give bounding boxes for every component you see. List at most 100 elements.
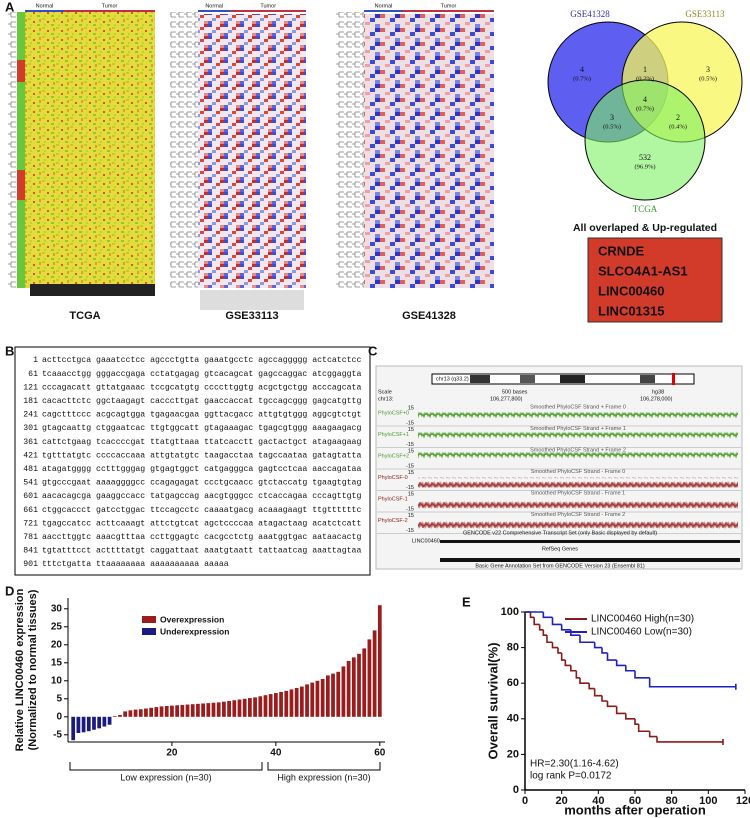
genome-browser bbox=[375, 365, 743, 570]
row-annotation bbox=[17, 170, 25, 200]
x-tick-label: 80 bbox=[666, 795, 678, 807]
km-step bbox=[542, 612, 553, 619]
sequence-line: tcaaacctgg gggaccgaga cctatgagag gtcacag… bbox=[42, 370, 361, 379]
ideogram-marker bbox=[672, 373, 675, 385]
km-step bbox=[551, 642, 558, 649]
bar bbox=[279, 691, 283, 717]
bracket bbox=[267, 762, 381, 771]
km-step bbox=[579, 635, 595, 644]
x-tick-label: 0 bbox=[522, 795, 528, 807]
y-tick-label: 0 bbox=[56, 711, 62, 722]
x-tick-label: 100 bbox=[699, 795, 717, 807]
bar bbox=[92, 716, 96, 730]
bar bbox=[351, 657, 356, 717]
km-step bbox=[564, 660, 571, 667]
bar bbox=[144, 708, 148, 717]
bar bbox=[289, 689, 294, 717]
track-max: 15 bbox=[408, 491, 414, 497]
sequence-start: 601 bbox=[23, 492, 38, 501]
panel-letter: E bbox=[462, 594, 471, 609]
km-step bbox=[625, 665, 635, 672]
column-labels bbox=[200, 290, 304, 310]
y-tick-label: 20 bbox=[51, 639, 63, 650]
track-max: 15 bbox=[408, 470, 414, 476]
basic-title: Basic Gene Annotation Set from GENCODE V… bbox=[475, 563, 645, 569]
km-step bbox=[542, 629, 547, 636]
venn-set-label: GSE41328 bbox=[570, 9, 610, 19]
km-step bbox=[579, 677, 590, 684]
y-tick-label: 10 bbox=[51, 675, 63, 686]
track-min: -15 bbox=[406, 463, 414, 469]
bar bbox=[206, 703, 211, 717]
venn-count: 532 bbox=[639, 153, 651, 162]
track-min: -15 bbox=[406, 485, 414, 491]
bar bbox=[159, 706, 164, 717]
bar bbox=[133, 709, 138, 717]
dendrogram bbox=[170, 12, 198, 288]
track-max: 15 bbox=[408, 427, 414, 433]
km-step bbox=[601, 647, 608, 654]
sequence-line: gtagcaattg ctggaatcac ttgtggcatt gtagaaa… bbox=[42, 424, 361, 433]
browser-pos: 106,278,000| bbox=[640, 396, 672, 402]
group-label: Tumor bbox=[441, 3, 457, 9]
bar bbox=[164, 706, 169, 717]
x-tick-label: 20 bbox=[166, 748, 178, 759]
group-label: Normal bbox=[375, 3, 393, 9]
browser-assembly: hg38 bbox=[652, 389, 664, 395]
sequence-line: aaccttggtc aaacgtttaa ccttggagtc cacgcct… bbox=[42, 533, 361, 542]
track-max: 15 bbox=[408, 513, 414, 519]
browser-frame bbox=[375, 365, 743, 570]
sequence-start: 421 bbox=[23, 451, 38, 460]
bar bbox=[196, 703, 200, 717]
venn-percent: (0.5%) bbox=[699, 75, 717, 82]
y-axis-label: Overall survival(%) bbox=[485, 642, 500, 759]
y-tick-label: 0 bbox=[513, 784, 519, 796]
track-signal bbox=[418, 477, 738, 488]
bar bbox=[258, 696, 263, 717]
km-step bbox=[533, 617, 540, 626]
km-step bbox=[538, 624, 544, 631]
sequence-line: cacacttctc ggctaagagt cacccttgat gaaccac… bbox=[42, 397, 361, 406]
km-step bbox=[606, 701, 617, 708]
panel-letter: D bbox=[5, 583, 14, 598]
dendrogram bbox=[336, 12, 364, 288]
sequence-start: 901 bbox=[23, 560, 38, 569]
bar bbox=[377, 605, 382, 717]
bar bbox=[310, 682, 315, 717]
track-max: 15 bbox=[408, 448, 414, 454]
gene-name: SLCO4A1-AS1 bbox=[598, 263, 688, 278]
sequence-line: acttcctgca gaaatcctcc agccctgtta gaaatgc… bbox=[42, 356, 361, 365]
sequence-line: tgtttatgtc ccccaccaaa attgtatgtc taagacc… bbox=[42, 451, 361, 460]
sequence-start: 481 bbox=[23, 465, 38, 474]
ideogram-band bbox=[560, 375, 585, 383]
bar bbox=[138, 709, 143, 717]
km-step bbox=[634, 670, 650, 679]
column-labels bbox=[30, 284, 155, 296]
km-step bbox=[606, 652, 617, 661]
row-annotation bbox=[17, 60, 25, 82]
x-tick-label: 40 bbox=[592, 795, 604, 807]
venn-percent: (0.2%) bbox=[636, 75, 654, 82]
track-name: PhyloCSF-2 bbox=[378, 518, 408, 524]
track-name: PhyloCSF+1 bbox=[378, 432, 409, 438]
y-tick-label: 40 bbox=[507, 713, 519, 725]
gene-name: LINC00460 bbox=[598, 283, 664, 298]
bar bbox=[341, 666, 346, 717]
venn-percent: (0.5%) bbox=[603, 123, 621, 130]
bar bbox=[201, 703, 205, 717]
annotation: HR=2.30(1.16-4.62) bbox=[530, 759, 619, 770]
y-tick-label: 25 bbox=[51, 621, 63, 632]
dendrogram bbox=[8, 12, 16, 288]
legend-label: Underexpression bbox=[160, 626, 229, 636]
km-step bbox=[560, 652, 566, 661]
group-label: Tumor bbox=[102, 3, 118, 9]
bar bbox=[248, 698, 252, 717]
km-step bbox=[615, 660, 626, 667]
sequence-line: cccagacatt gttatgaaac tccgcatgtg ccccttg… bbox=[42, 383, 361, 392]
gencode-title: GENCODE v22 Comprehensive Transcript Set… bbox=[463, 530, 657, 536]
bar bbox=[128, 710, 133, 717]
bar bbox=[315, 680, 320, 717]
sequence-start: 361 bbox=[23, 438, 38, 447]
track-name: PhyloCSF-1 bbox=[378, 496, 408, 502]
